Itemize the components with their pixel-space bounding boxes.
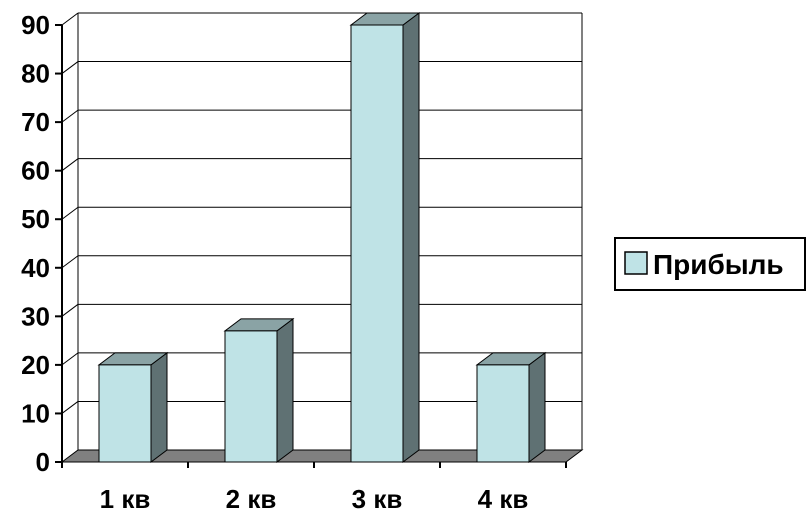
x-tick-label: 2 кв [226, 484, 277, 514]
bar-side [528, 351, 546, 463]
bar [98, 364, 152, 463]
y-tick-label: 50 [21, 204, 50, 234]
gridline-side [61, 352, 79, 366]
y-tick-label: 90 [21, 10, 50, 40]
labels: 0 10 20 30 40 50 60 70 80 90 1 кв 2 кв 3 кв 4 кв [21, 10, 528, 514]
gridline-side [61, 255, 79, 269]
y-tick-label: 30 [21, 301, 50, 331]
gridline-side [61, 12, 79, 26]
y-tick-label: 10 [21, 398, 50, 428]
bar [350, 24, 404, 463]
legend: Прибыль [614, 237, 806, 291]
bar-side [402, 12, 420, 463]
bar-side [276, 317, 294, 463]
gridline-side [61, 303, 79, 317]
gridline-side [61, 109, 79, 123]
legend-swatch [624, 251, 648, 275]
legend-label: Прибыль [653, 249, 784, 280]
y-tick-label: 80 [21, 59, 50, 89]
bars [97, 12, 547, 463]
gridline-side [61, 206, 79, 220]
gridline-side [61, 61, 79, 74]
y-tick-label: 0 [36, 447, 50, 477]
x-tick-label: 3 кв [352, 484, 403, 514]
y-tick-label: 60 [21, 156, 50, 186]
bar [224, 330, 278, 463]
bar-side [150, 351, 168, 463]
x-tick-label: 1 кв [100, 484, 151, 514]
gridline-side [61, 158, 79, 172]
bar [476, 364, 530, 463]
gridline-side [61, 401, 79, 414]
y-tick-label: 40 [21, 253, 50, 283]
x-tick-label: 4 кв [478, 484, 529, 514]
y-tick-label: 70 [21, 107, 50, 137]
y-tick-label: 20 [21, 350, 50, 380]
